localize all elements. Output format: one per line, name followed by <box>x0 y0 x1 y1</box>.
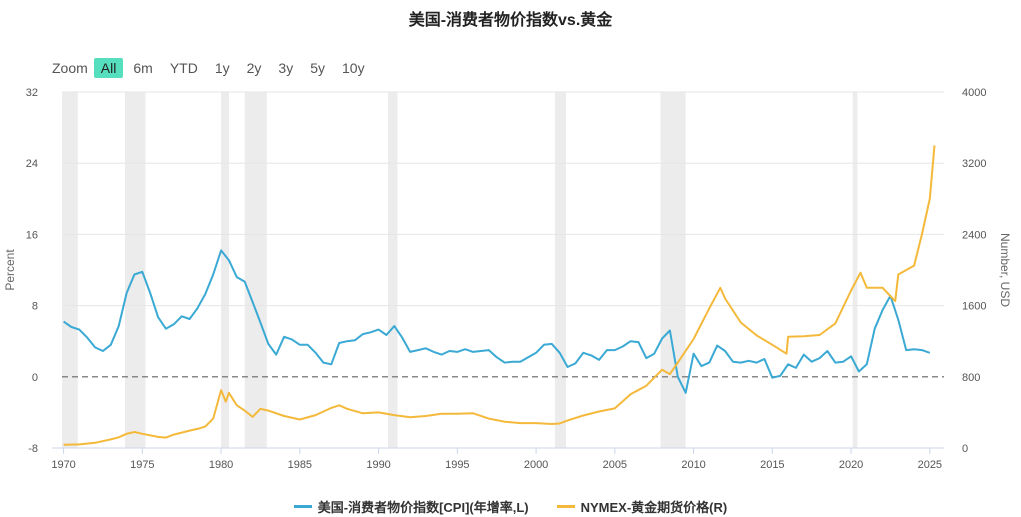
zoom-bar: Zoom All 6m YTD 1y 2y 3y 5y 10y <box>52 57 375 79</box>
legend: 美国-消费者物价指数[CPI](年增率,L) NYMEX-黄金期货价格(R) <box>0 497 1021 516</box>
y-left-tick-label: -8 <box>28 443 38 455</box>
zoom-label: Zoom <box>52 60 88 76</box>
zoom-5y-button[interactable]: 5y <box>310 60 325 76</box>
zoom-6m-button[interactable]: 6m <box>133 60 153 76</box>
y-right-tick-label: 2400 <box>962 229 986 241</box>
x-tick-label: 1980 <box>209 459 233 471</box>
zoom-1y-button[interactable]: 1y <box>214 60 230 76</box>
axes: 32 24 16 8 0 -8 4000 3200 2400 1600 800 0 1970 1975 19… <box>26 87 987 471</box>
zoom-2y-button[interactable]: 2y <box>246 60 262 76</box>
legend-swatch-cpi <box>293 505 312 508</box>
zoom-3y-button[interactable]: 3y <box>278 60 294 76</box>
series-line-cpi[interactable] <box>63 249 931 394</box>
y-left-tick-label: 8 <box>32 301 38 313</box>
x-tick-label: 2020 <box>839 459 863 471</box>
x-tick-label: 2000 <box>524 459 548 471</box>
x-tick-label: 2005 <box>603 459 627 471</box>
chart-title: 美国-消费者物价指数vs.黄金 <box>408 12 613 29</box>
y-right-tick-label: 0 <box>962 443 968 455</box>
recession-band-3 <box>244 92 267 448</box>
x-tick-label: 1975 <box>130 459 154 471</box>
y-axis-left-title: Percent <box>3 249 17 291</box>
y-left-tick-label: 24 <box>26 158 38 170</box>
y-axis-right-title: Number, USD <box>998 233 1012 307</box>
y-right-tick-label: 1600 <box>962 301 986 313</box>
y-right-tick-label: 800 <box>962 372 980 384</box>
x-tick-label: 1995 <box>445 459 469 471</box>
series-lines[interactable] <box>63 145 936 446</box>
recession-band-1 <box>125 92 146 448</box>
recession-band-4 <box>388 92 398 448</box>
recession-band-0 <box>62 92 78 448</box>
gridlines <box>62 91 944 449</box>
zoom-all-button[interactable]: All <box>93 58 124 78</box>
recession-bands <box>62 92 858 448</box>
recession-band-6 <box>660 92 686 448</box>
zoom-10y-button[interactable]: 10y <box>342 60 365 76</box>
y-left-tick-label: 0 <box>32 372 38 384</box>
x-tick-label: 1990 <box>366 459 390 471</box>
x-tick-label: 1985 <box>288 459 312 471</box>
recession-band-7 <box>852 92 858 448</box>
recession-band-5 <box>554 92 566 448</box>
legend-label-gold: NYMEX-黄金期货价格(R) <box>580 500 728 515</box>
legend-item-gold[interactable]: NYMEX-黄金期货价格(R) <box>556 497 728 516</box>
y-left-tick-label: 32 <box>26 87 38 99</box>
legend-label-cpi: 美国-消费者物价指数[CPI](年增率,L) <box>317 500 529 515</box>
recession-band-2 <box>221 92 229 448</box>
y-left-tick-label: 16 <box>26 229 38 241</box>
x-tick-label: 2025 <box>918 459 942 471</box>
series-line-gold[interactable] <box>63 145 936 446</box>
x-tick-label: 2010 <box>681 459 705 471</box>
zoom-ytd-button[interactable]: YTD <box>169 60 198 76</box>
y-right-tick-label: 3200 <box>962 158 986 170</box>
legend-item-cpi[interactable]: 美国-消费者物价指数[CPI](年增率,L) <box>293 497 529 516</box>
x-tick-label: 1970 <box>51 459 75 471</box>
x-tick-label: 2015 <box>760 459 784 471</box>
y-right-tick-label: 4000 <box>962 87 986 99</box>
legend-swatch-gold <box>556 505 575 508</box>
